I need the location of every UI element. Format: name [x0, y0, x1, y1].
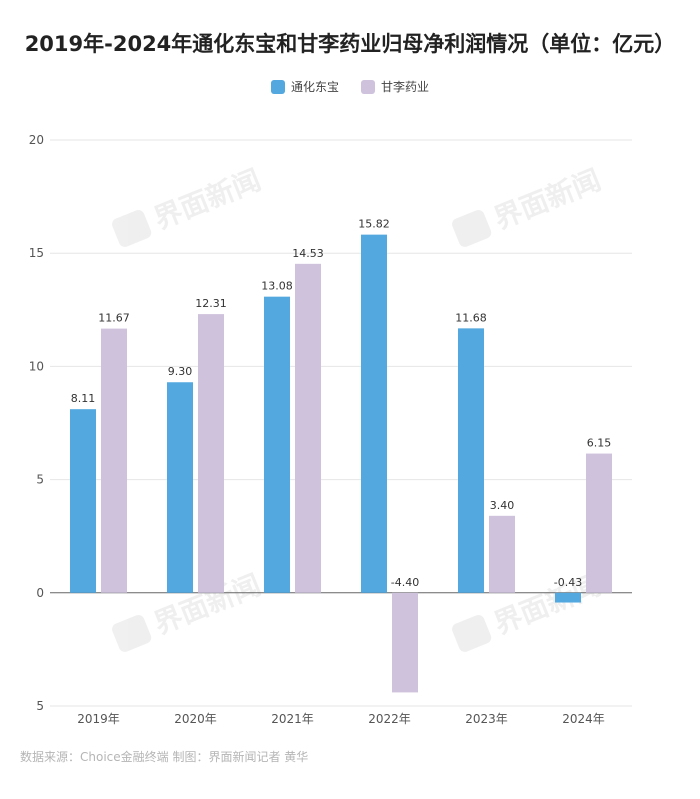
data-label-series-2: 14.53 [292, 247, 324, 260]
x-tick-label: 2024年 [562, 712, 605, 726]
bar-series-2 [101, 328, 127, 593]
legend-swatch-series-1 [270, 79, 285, 94]
chart-legend: 通化东宝 甘李药业 [0, 78, 700, 95]
y-tick-label: 15 [29, 246, 44, 260]
bar-series-1 [555, 592, 581, 603]
bar-series-1 [264, 296, 290, 593]
watermark-2: 界面新闻 [452, 163, 605, 247]
watermark-text: 界面新闻 [149, 163, 265, 236]
watermark-logo-icon [452, 614, 492, 652]
watermark-logo-icon [112, 614, 152, 652]
data-label-series-2: 3.40 [490, 499, 515, 512]
bar-series-1 [361, 234, 387, 593]
x-tick-label: 2022年 [368, 712, 411, 726]
data-label-series-2: 6.15 [587, 437, 612, 450]
y-tick-label: 10 [29, 359, 44, 373]
watermark-logo-icon [452, 209, 492, 247]
x-tick-label: 2023年 [465, 712, 508, 726]
data-label-series-1: 15.82 [358, 218, 390, 231]
legend-swatch-series-2 [361, 79, 375, 94]
bar-series-2 [198, 314, 224, 593]
data-label-series-2: 11.67 [98, 312, 130, 325]
data-label-series-1: 11.68 [455, 311, 487, 324]
bar-series-2 [489, 515, 515, 593]
legend-label-series-1: 通化东宝 [290, 80, 339, 94]
x-tick-label: 2020年 [174, 712, 217, 726]
bar-series-1 [458, 328, 484, 593]
bar-series-2 [392, 592, 418, 693]
watermark-logo-icon [112, 209, 152, 247]
legend-item-series-2[interactable]: 甘李药业 [361, 78, 429, 95]
data-label-series-2: -4.40 [391, 576, 419, 589]
x-tick-label: 2019年 [77, 712, 120, 726]
chart-title: 2019年-2024年通化东宝和甘李药业归母净利润情况（单位：亿元） [24, 32, 676, 56]
y-tick-label: 5 [36, 699, 44, 713]
bar-series-2 [295, 263, 321, 593]
data-label-series-1: 8.11 [71, 392, 96, 405]
bar-series-1 [70, 409, 96, 593]
x-tick-label: 2021年 [271, 712, 314, 726]
watermark-text: 界面新闻 [489, 163, 605, 236]
legend-label-series-2: 甘李药业 [381, 80, 430, 94]
y-tick-label: 5 [36, 473, 44, 487]
bar-series-2 [586, 453, 612, 593]
source-note: 数据来源：Choice金融终端 制图：界面新闻记者 黄华 [20, 750, 309, 764]
bar-series-1 [167, 382, 193, 593]
data-label-series-1: 9.30 [168, 365, 193, 378]
data-label-series-1: 13.08 [261, 280, 293, 293]
data-label-series-2: 12.31 [195, 297, 227, 310]
watermark-1: 界面新闻 [112, 163, 265, 247]
legend-item-series-1[interactable]: 通化东宝 [270, 78, 339, 95]
y-tick-label: 0 [36, 586, 44, 600]
y-tick-label: 20 [29, 133, 44, 147]
data-label-series-1: -0.43 [554, 576, 582, 589]
